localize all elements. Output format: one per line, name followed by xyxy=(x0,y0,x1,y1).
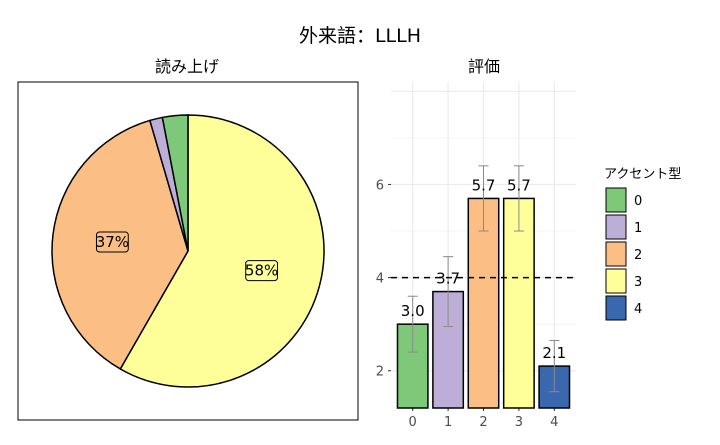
bar-value-label: 2.1 xyxy=(542,344,566,362)
pie-slice-3 xyxy=(119,114,325,388)
pie-label: 37% xyxy=(96,233,129,251)
y-tick-label: 6 xyxy=(376,178,384,193)
bar-subtitle: 評価 xyxy=(468,57,500,76)
legend-swatch-4 xyxy=(605,295,627,321)
y-tick-label: 2 xyxy=(376,365,384,380)
bar-2 xyxy=(467,197,500,409)
bars xyxy=(396,197,571,409)
pie-slice-0 xyxy=(161,114,189,252)
legend: アクセント型 0 1 2 3 4 xyxy=(604,167,681,321)
legend-swatch-1 xyxy=(605,214,627,240)
legend-label: 1 xyxy=(634,221,642,236)
legend-title: アクセント型 xyxy=(604,167,681,182)
bar-value-label: 3.7 xyxy=(436,270,460,288)
bar-value-label: 3.0 xyxy=(401,302,425,320)
pie-labels: 37% 58% xyxy=(95,231,278,282)
bar-value-labels: 3.0 3.7 5.7 5.7 2.1 xyxy=(401,176,566,362)
bar-value-label: 5.7 xyxy=(472,176,496,194)
bar-value-label: 5.7 xyxy=(507,176,531,194)
legend-label: 3 xyxy=(634,275,642,290)
chart-title: 外来語：LLLH xyxy=(299,25,421,47)
legend-label: 0 xyxy=(634,194,642,209)
pie-subtitle: 読み上げ xyxy=(155,57,219,76)
x-tick-label: 4 xyxy=(550,415,558,430)
x-tick-label: 3 xyxy=(515,415,523,430)
x-tick-label: 1 xyxy=(444,415,452,430)
legend-swatch-2 xyxy=(605,241,627,267)
x-tick-label: 2 xyxy=(479,415,487,430)
legend-label: 2 xyxy=(634,248,642,263)
bar-y-ticks: 2 4 6 xyxy=(376,178,391,380)
bar-3 xyxy=(502,197,535,409)
legend-label: 4 xyxy=(634,302,642,317)
y-tick-label: 4 xyxy=(376,272,384,287)
legend-swatch-0 xyxy=(605,187,627,213)
x-tick-label: 0 xyxy=(409,415,417,430)
pie-slices xyxy=(51,114,325,388)
pie-label-box xyxy=(245,260,278,282)
pie-label-box xyxy=(95,231,129,253)
legend-swatch-3 xyxy=(605,268,627,294)
error-bars xyxy=(407,165,560,393)
pie-label: 58% xyxy=(245,262,278,280)
bar-x-ticks: 0 1 2 3 4 xyxy=(409,408,558,430)
